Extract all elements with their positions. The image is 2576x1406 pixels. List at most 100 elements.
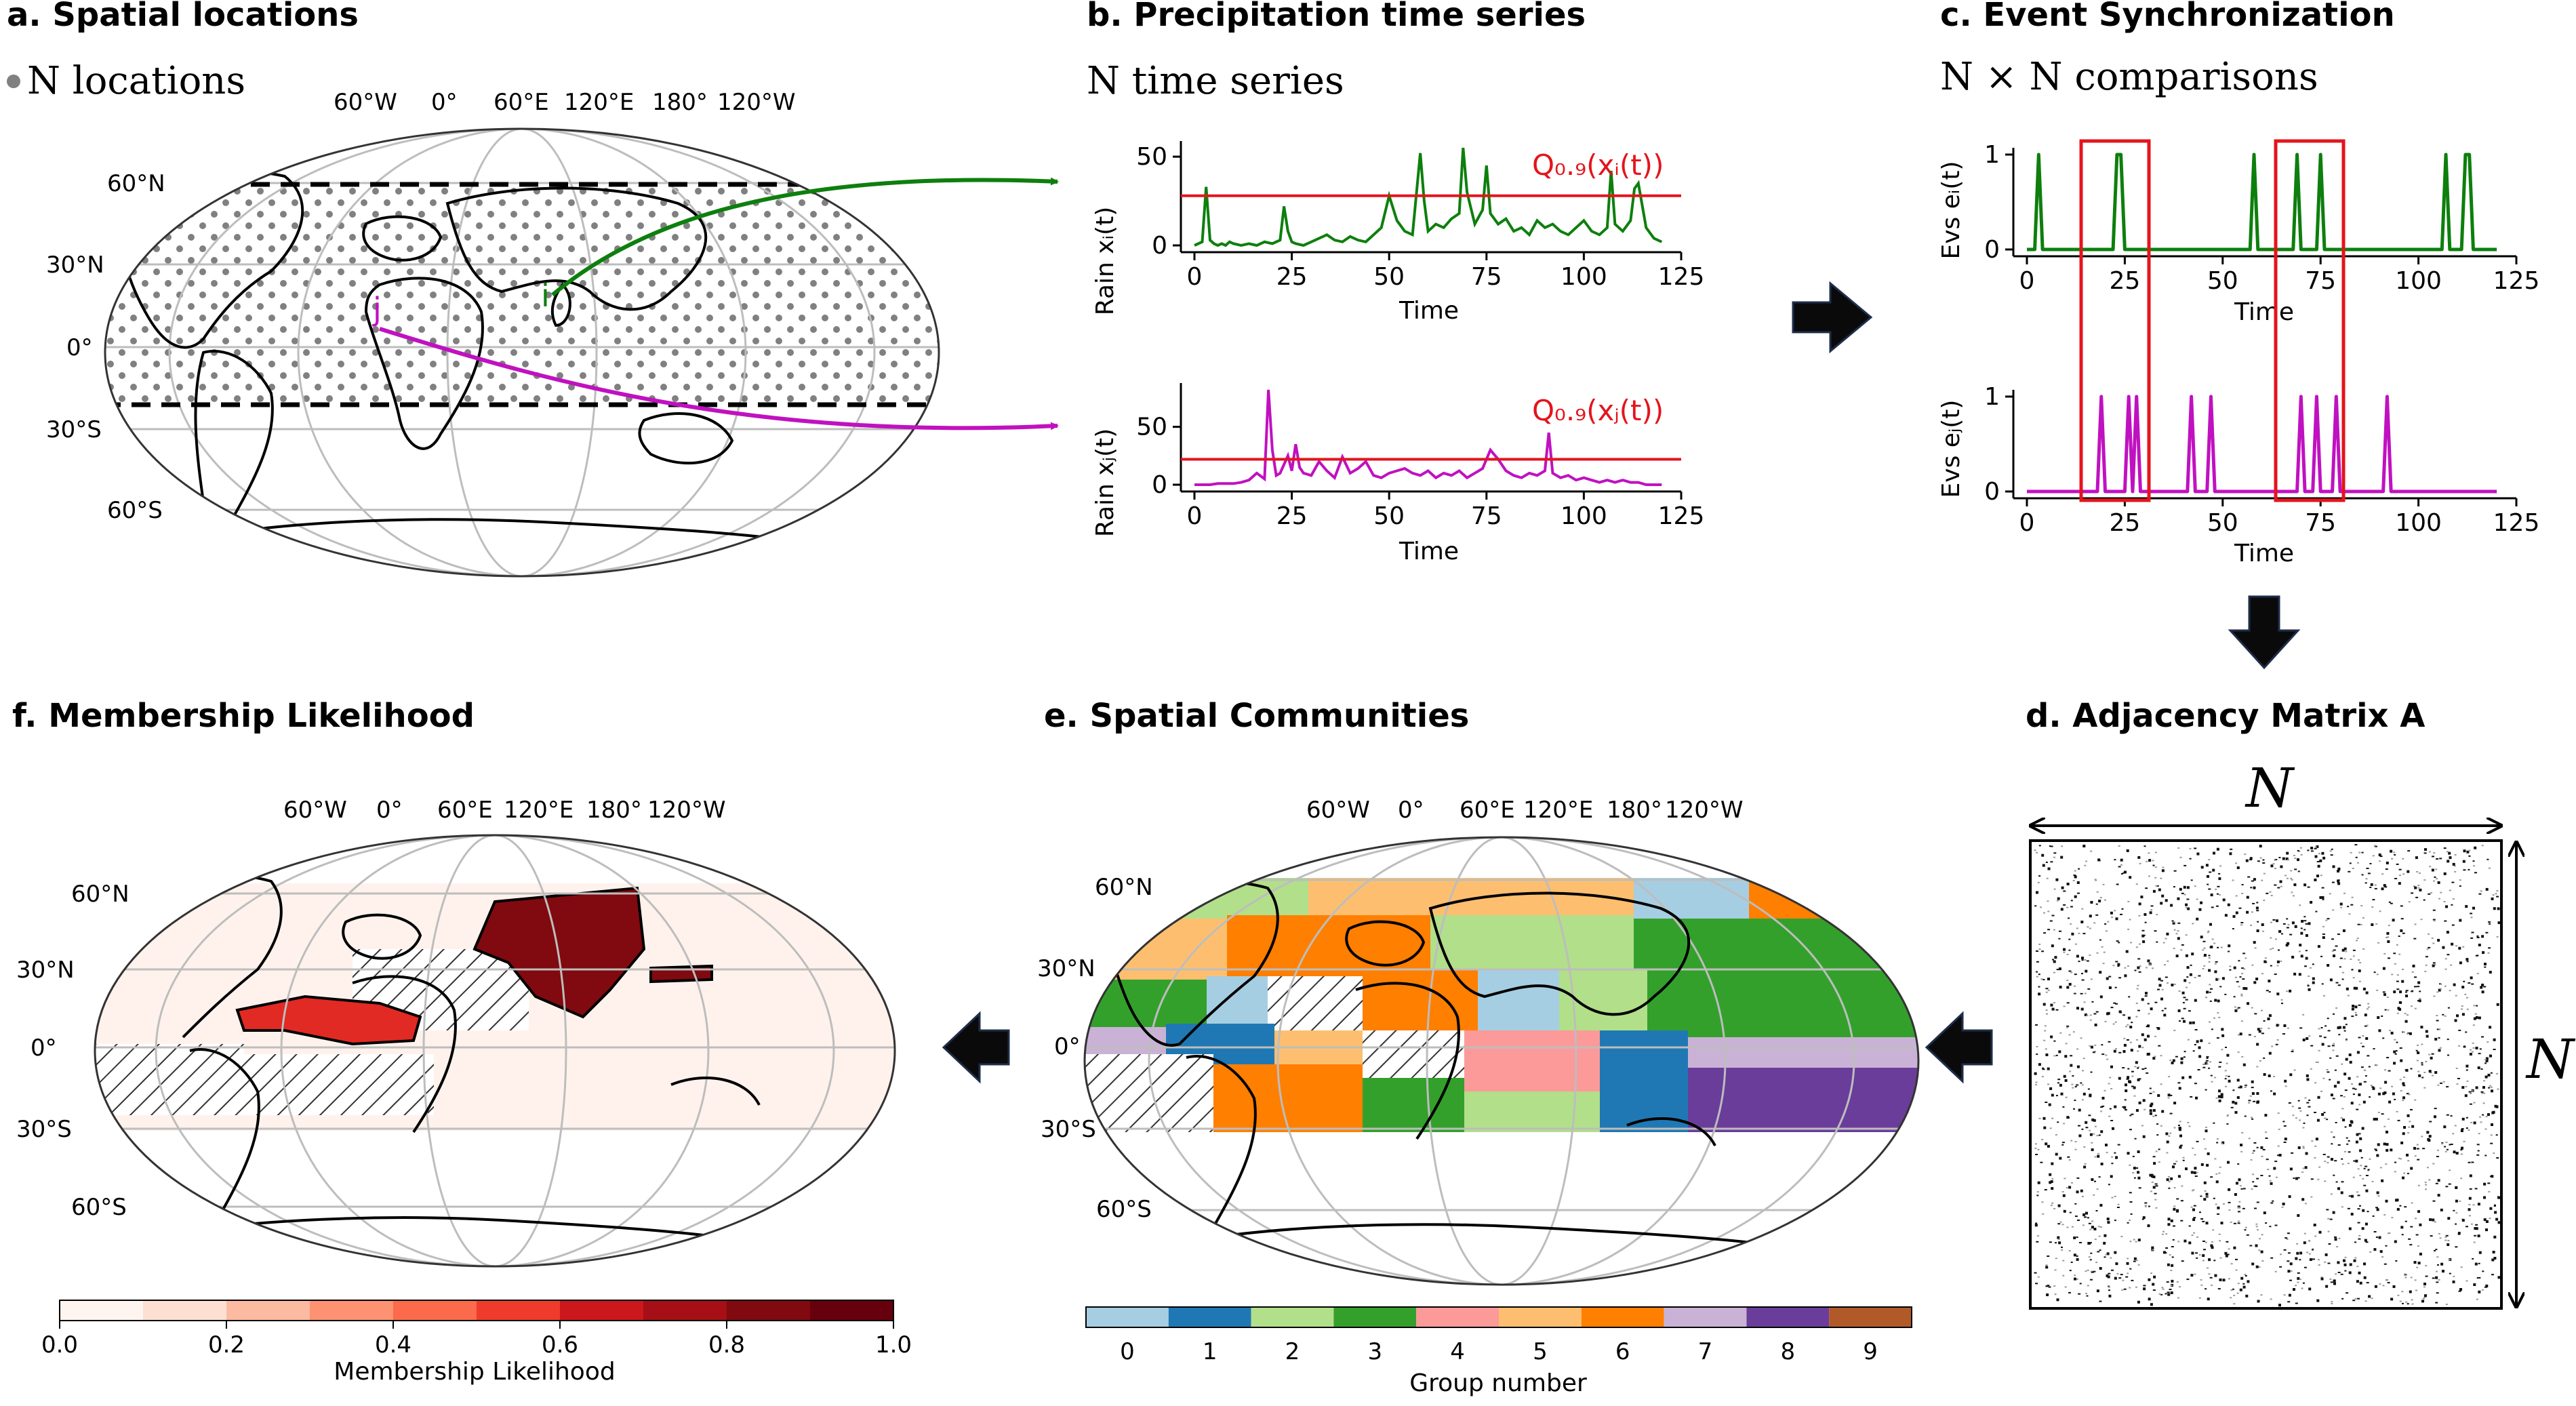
matrix-cell: [2443, 901, 2446, 902]
matrix-cell: [2080, 1037, 2082, 1039]
matrix-cell: [2416, 1148, 2419, 1150]
matrix-cell: [2468, 1215, 2471, 1217]
matrix-cell: [2364, 1300, 2367, 1302]
matrix-cell: [2373, 1248, 2377, 1251]
matrix-cell: [2329, 893, 2331, 895]
matrix-cell: [2314, 846, 2317, 848]
matrix-cell: [2358, 1037, 2361, 1039]
matrix-cell: [2360, 923, 2362, 925]
matrix-cell: [2311, 1140, 2314, 1142]
matrix-cell: [2258, 1249, 2261, 1251]
matrix-cell: [2078, 1134, 2082, 1138]
matrix-cell: [2041, 853, 2045, 857]
matrix-cell: [2417, 1210, 2420, 1213]
matrix-cell: [2282, 857, 2285, 860]
matrix-cell: [2192, 1218, 2196, 1222]
matrix-cell: [2261, 923, 2264, 926]
matrix-cell: [2077, 892, 2080, 894]
panel-e: e. Spatial Communities: [1037, 697, 1920, 1397]
matrix-cell: [2400, 1090, 2402, 1091]
matrix-cell: [2493, 1235, 2497, 1239]
matrix-cell: [2142, 1216, 2146, 1220]
matrix-cell: [2331, 950, 2334, 952]
matrix-cell: [2447, 1243, 2450, 1246]
matrix-cell: [2114, 910, 2116, 912]
matrix-cell: [2404, 1277, 2407, 1279]
matrix-cell: [2341, 978, 2344, 980]
matrix-cell: [2317, 864, 2320, 868]
matrix-cell: [2262, 859, 2265, 861]
matrix-cell: [2038, 948, 2041, 950]
matrix-cell: [2202, 1064, 2205, 1065]
matrix-cell: [2327, 1018, 2329, 1020]
matrix-cell: [2036, 1241, 2039, 1243]
matrix-cell: [2120, 1236, 2123, 1237]
matrix-cell: [2366, 868, 2369, 869]
matrix-cell: [2491, 1274, 2494, 1276]
grey-point-icon: [7, 75, 20, 88]
matrix-cell: [2335, 1273, 2337, 1275]
matrix-cell: [2367, 1008, 2369, 1010]
matrix-cell: [2221, 1028, 2224, 1031]
matrix-cell: [2071, 1083, 2074, 1085]
matrix-cell: [2404, 1220, 2407, 1222]
matrix-cell: [2161, 1233, 2164, 1235]
matrix-cell: [2453, 1150, 2456, 1154]
matrix-cell: [2252, 1173, 2255, 1176]
matrix-cell: [2059, 930, 2061, 932]
matrix-cell: [2411, 990, 2414, 991]
matrix-cell: [2183, 1239, 2187, 1243]
matrix-cell: [2047, 989, 2050, 991]
e-lon-label-180: 180°: [1607, 797, 1662, 824]
matrix-cell: [2322, 898, 2325, 900]
matrix-cell: [2038, 973, 2040, 976]
matrix-cell: [2357, 1298, 2360, 1300]
matrix-cell: [2160, 997, 2163, 1001]
matrix-cell: [2345, 1039, 2348, 1041]
matrix-cell: [2438, 1037, 2440, 1039]
matrix-cell: [2240, 924, 2242, 926]
matrix-cell: [2232, 1288, 2234, 1290]
matrix-cell: [2072, 1087, 2074, 1089]
matrix-cell: [2191, 1234, 2194, 1237]
matrix-cell: [2066, 1002, 2070, 1004]
matrix-cell: [2138, 915, 2141, 917]
matrix-cell: [2446, 1114, 2449, 1116]
matrix-cell: [2172, 921, 2175, 925]
matrix-cell: [2158, 1293, 2161, 1295]
matrix-cell: [2112, 1023, 2115, 1025]
matrix-cell: [2366, 1024, 2369, 1026]
matrix-cell: [2215, 961, 2218, 963]
matrix-cell: [2426, 1167, 2429, 1169]
matrix-cell: [2063, 951, 2066, 953]
matrix-cell: [2203, 965, 2206, 967]
matrix-cell: [2129, 1192, 2132, 1194]
matrix-cell: [2108, 1041, 2111, 1043]
matrix-cell: [2487, 1113, 2490, 1117]
matrix-cell: [2090, 1279, 2093, 1281]
matrix-cell: [2331, 1143, 2333, 1145]
matrix-cell: [2051, 1007, 2055, 1011]
matrix-cell: [2138, 1187, 2141, 1189]
matrix-cell: [2373, 1117, 2376, 1121]
matrix-cell: [2185, 906, 2188, 908]
matrix-cell: [2335, 1007, 2338, 1009]
matrix-cell: [2060, 908, 2064, 911]
matrix-cell: [2078, 1125, 2080, 1127]
c-bottom-event-line: [2027, 395, 2497, 494]
matrix-cell: [2089, 1019, 2092, 1021]
matrix-cell: [2202, 1254, 2205, 1258]
matrix-cell: [2480, 890, 2482, 892]
matrix-cell: [2322, 933, 2325, 936]
matrix-cell: [2398, 1001, 2401, 1003]
matrix-cell: [2147, 1224, 2150, 1228]
matrix-cell: [2152, 889, 2156, 893]
matrix-cell: [2325, 1025, 2327, 1027]
matrix-cell: [2247, 1280, 2250, 1283]
matrix-cell: [2441, 1142, 2444, 1144]
matrix-cell: [2114, 859, 2116, 861]
matrix-cell: [2129, 1241, 2132, 1243]
matrix-cell: [2106, 1252, 2110, 1256]
matrix-cell: [2246, 1234, 2249, 1236]
likelihood-colorbar: 0.0 0.2 0.4 0.6 0.8 1.0: [41, 1300, 912, 1359]
